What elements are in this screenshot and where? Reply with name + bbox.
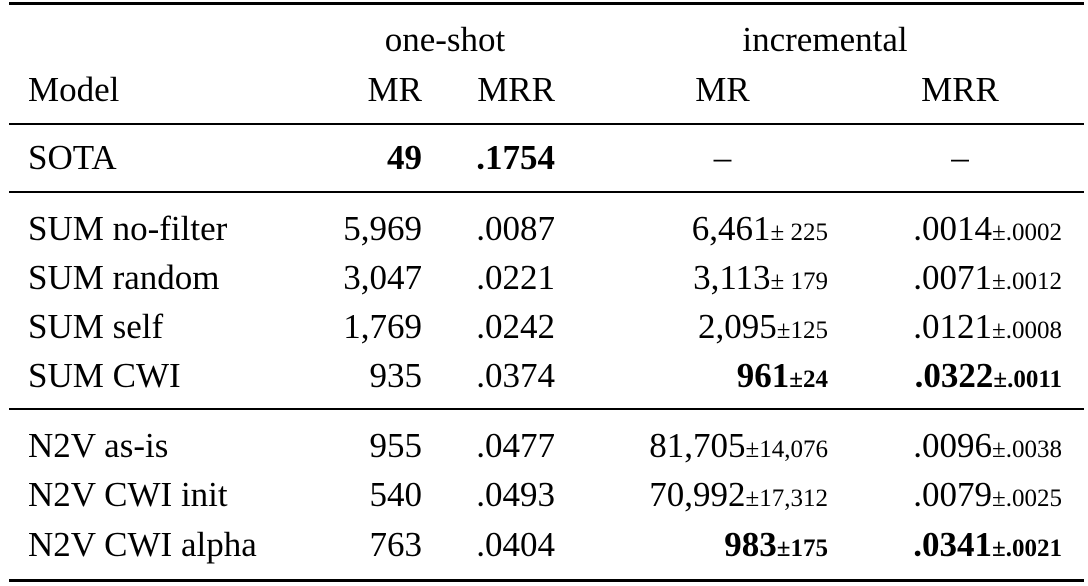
sum-row-3-mrr2: .0121±.0008: [840, 307, 1062, 351]
n2v-row-2-mr1: 540: [369, 475, 423, 514]
sum-row-2-mr2-pm: ± 179: [770, 268, 828, 295]
n2v-row-2-mr2-value: 70,992: [649, 475, 746, 514]
header-one-shot: one-shot: [384, 20, 506, 59]
sum-row-3-mr1: 1,769: [343, 307, 422, 346]
n2v-row-1-mrr1: .0477: [476, 426, 555, 465]
sum-row-4-mr2-pm: ±24: [789, 366, 828, 393]
n2v-row-1-mr2-pm: ±14,076: [745, 436, 828, 463]
sota-mrr1: .1754: [476, 138, 555, 177]
sota-model: SOTA: [28, 138, 117, 177]
n2v-row-2-model: N2V CWI init: [28, 475, 228, 514]
n2v-row-3-mrr1: .0404: [476, 525, 555, 564]
n2v-row-3-mr2-value: 983: [724, 525, 777, 564]
sum-row-1-mrr2-pm: ±.0002: [992, 219, 1062, 246]
sum-row-1-model: SUM no-filter: [28, 209, 228, 248]
n2v-row-3-mrr2-pm: ±.0021: [992, 535, 1062, 562]
sota-mrr2: –: [951, 138, 969, 177]
sum-row-4-mrr2-value: .0322: [914, 356, 994, 395]
header-mrr-oneshot: MRR: [430, 70, 555, 110]
sum-row-2-mr2: 3,113± 179: [560, 258, 828, 302]
sum-row-3-mrr2-pm: ±.0008: [992, 317, 1062, 344]
sum-row-4-mrr2-pm: ±.0011: [993, 366, 1062, 393]
n2v-row-3-mr2: 983±175: [560, 525, 828, 569]
sum-row-2-mrr2: .0071±.0012: [840, 258, 1062, 302]
sota-mr1: 49: [387, 138, 422, 177]
n2v-row-2-mrr2: .0079±.0025: [840, 475, 1062, 519]
sum-row-3-mr2-value: 2,095: [698, 307, 777, 346]
sum-row-1-mr2-value: 6,461: [691, 209, 771, 248]
header-mrr-oneshot-label: MRR: [477, 70, 555, 109]
n2v-row-1-mr2-value: 81,705: [649, 426, 746, 465]
sum-rule: [9, 408, 1084, 410]
sum-row-3-mrr1: .0242: [476, 307, 555, 346]
n2v-row-1-mrr2-pm: ±.0038: [992, 436, 1062, 463]
header-mr-oneshot-label: MR: [367, 70, 422, 109]
n2v-row-1-mrr2: .0096±.0038: [840, 426, 1062, 470]
sota-mr2: –: [713, 138, 732, 177]
sum-row-2-mr2-value: 3,113: [693, 258, 771, 297]
sum-row-4-mrr2: .0322±.0011: [840, 356, 1062, 400]
n2v-row-1-mr1: 955: [369, 426, 423, 465]
n2v-row-2-mr2-pm: ±17,312: [745, 485, 828, 512]
n2v-row-3-mr2-pm: ±175: [776, 535, 828, 562]
bottom-rule: [9, 579, 1084, 582]
n2v-row-2-mr2: 70,992±17,312: [560, 475, 828, 519]
header-model: Model: [28, 70, 120, 109]
sum-row-3-model: SUM self: [28, 307, 164, 346]
header-mrr-incremental: MRR: [840, 70, 1080, 110]
sum-row-4-mrr1: .0374: [476, 356, 555, 395]
header-incremental: incremental: [742, 20, 908, 59]
sum-row-4-mr1: 935: [369, 356, 423, 395]
sum-row-3-mr2: 2,095±125: [560, 307, 828, 351]
header-mr-incremental: MR: [600, 70, 845, 110]
sum-row-2-model: SUM random: [28, 258, 220, 297]
sum-row-3-mr2-pm: ±125: [776, 317, 828, 344]
sum-row-1-mr2: 6,461± 225: [560, 209, 828, 253]
sum-row-4-model: SUM CWI: [28, 356, 181, 395]
sum-row-4-mr2: 961±24: [560, 356, 828, 400]
n2v-row-3-mrr2-value: .0341: [913, 525, 993, 564]
n2v-row-2-mrr2-value: .0079: [913, 475, 993, 514]
sum-row-1-mr2-pm: ± 225: [770, 219, 828, 246]
n2v-row-2-mrr1: .0493: [476, 475, 555, 514]
header-rule: [9, 123, 1084, 125]
n2v-row-1-model: N2V as-is: [28, 426, 169, 465]
header-mr-oneshot: MR: [250, 70, 422, 110]
n2v-row-1-mrr2-value: .0096: [913, 426, 993, 465]
sum-row-3-mrr2-value: .0121: [913, 307, 993, 346]
header-mr-incremental-label: MR: [695, 70, 750, 109]
sum-row-1-mr1: 5,969: [343, 209, 422, 248]
sum-row-4-mr2-value: 961: [736, 356, 790, 395]
n2v-row-3-mr1: 763: [369, 525, 423, 564]
top-rule: [9, 2, 1084, 5]
header-mrr-incremental-label: MRR: [921, 70, 999, 109]
sota-rule: [9, 191, 1084, 193]
sum-row-1-mrr1: .0087: [476, 209, 555, 248]
sum-row-1-mrr2: .0014±.0002: [840, 209, 1062, 253]
sum-row-2-mrr1: .0221: [476, 258, 555, 297]
n2v-row-1-mr2: 81,705±14,076: [560, 426, 828, 470]
n2v-row-3-mrr2: .0341±.0021: [840, 525, 1062, 569]
n2v-row-3-model: N2V CWI alpha: [28, 525, 257, 564]
sum-row-2-mr1: 3,047: [343, 258, 422, 297]
sum-row-2-mrr2-value: .0071: [913, 258, 993, 297]
sum-row-2-mrr2-pm: ±.0012: [992, 268, 1062, 295]
sum-row-1-mrr2-value: .0014: [913, 209, 993, 248]
n2v-row-2-mrr2-pm: ±.0025: [992, 485, 1062, 512]
